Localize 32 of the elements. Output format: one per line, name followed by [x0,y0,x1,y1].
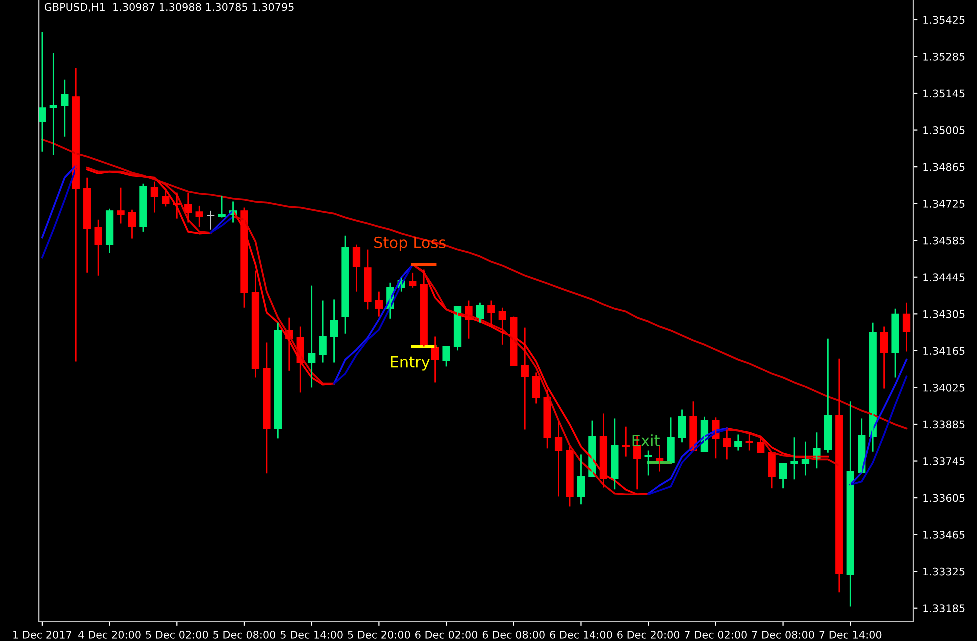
x-tick-label: 7 Dec 08:00 [752,630,814,639]
y-tick-label: 1.33885 [924,420,965,429]
y-tick-label: 1.34025 [924,384,965,392]
y-tick-label: 1.33185 [924,604,965,612]
x-tick-label: 7 Dec 14:00 [820,630,882,639]
y-tick-label: 1.34445 [924,274,965,282]
y-tick-label: 1.33745 [924,457,965,466]
y-tick-label: 1.34865 [924,163,965,172]
y-tick-label: 1.33325 [924,568,965,576]
y-tick-label: 1.34305 [924,310,965,318]
y-tick-label: 1.35285 [924,52,965,61]
y-tick-label: 1.35425 [924,16,965,24]
y-tick-label: 1.35145 [924,90,965,98]
y-tick-label: 1.34725 [924,200,965,208]
x-tick-label: 5 Dec 20:00 [348,630,410,639]
x-tick-label: 6 Dec 20:00 [618,630,680,639]
x-tick-label: 5 Dec 14:00 [280,630,343,639]
x-tick-label: 7 Dec 02:00 [685,630,747,639]
y-tick-label: 1.35005 [924,126,965,134]
x-tick-label: 4 Dec 20:00 [78,630,141,639]
y-tick-label: 1.33605 [924,494,965,502]
x-tick-label: 6 Dec 02:00 [416,630,478,639]
x-tick-label: 1 Dec 2017 [14,630,72,639]
x-tick-label: 5 Dec 02:00 [146,630,208,639]
y-tick-label: 1.34165 [924,347,965,356]
y-tick-label: 1.34585 [924,236,965,245]
x-tick-label: 6 Dec 14:00 [550,630,612,639]
y-tick-label: 1.33465 [924,531,965,539]
annotation: Entry [391,356,430,371]
x-tick-label: 5 Dec 08:00 [214,630,276,639]
x-tick-label: 6 Dec 08:00 [482,630,545,639]
chart-title: GBPUSD,H1 1.30987 1.30988 1.30785 1.30795 [44,3,294,12]
